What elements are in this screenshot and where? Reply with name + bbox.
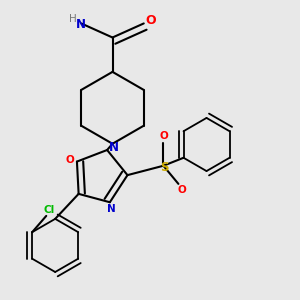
Text: N: N <box>107 204 116 214</box>
Text: O: O <box>178 185 187 195</box>
Text: Cl: Cl <box>44 205 55 215</box>
Text: H: H <box>69 14 76 24</box>
Text: S: S <box>160 161 169 174</box>
Text: O: O <box>159 131 168 141</box>
Text: O: O <box>66 155 74 165</box>
Text: N: N <box>76 18 85 31</box>
Text: O: O <box>145 14 156 27</box>
Text: N: N <box>109 141 119 154</box>
